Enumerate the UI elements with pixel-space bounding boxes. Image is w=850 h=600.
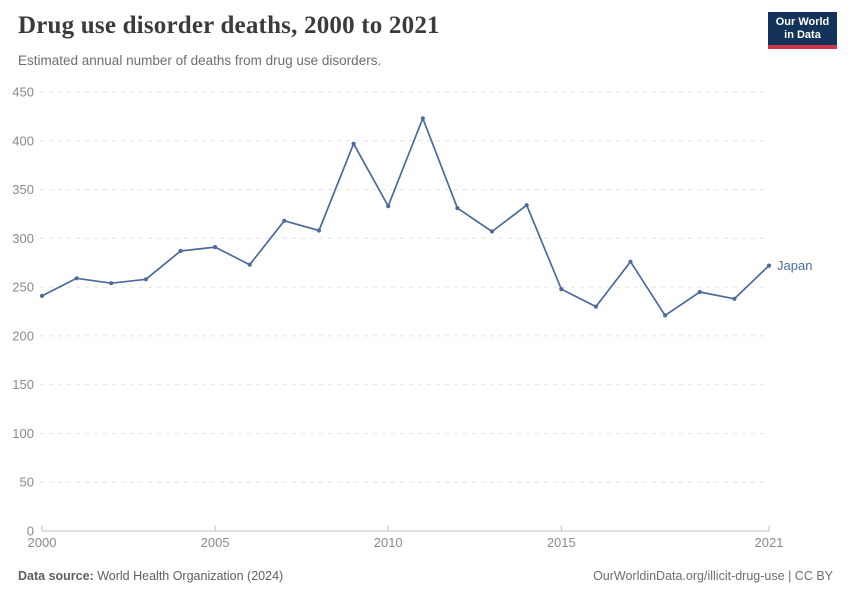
series-end-label[interactable]: Japan xyxy=(777,258,812,273)
page-subtitle: Estimated annual number of deaths from d… xyxy=(18,53,382,68)
x-axis-tick-label: 2000 xyxy=(28,535,57,550)
y-axis-tick-label: 350 xyxy=(12,182,34,197)
x-axis-tick-label: 2005 xyxy=(201,535,230,550)
data-point-marker[interactable] xyxy=(178,248,183,254)
footer-credits: OurWorldinData.org/illicit-drug-use | CC… xyxy=(593,569,833,583)
data-source-label: Data source: xyxy=(18,569,94,583)
owid-logo-line1: Our World xyxy=(775,16,830,28)
y-axis-tick-label: 0 xyxy=(27,524,34,539)
data-point-marker[interactable] xyxy=(593,304,599,309)
data-point-marker[interactable] xyxy=(455,206,460,211)
x-axis-tick-label: 2021 xyxy=(755,535,784,550)
data-point-marker[interactable] xyxy=(247,262,252,267)
data-point-marker[interactable] xyxy=(143,277,148,282)
data-point-marker[interactable] xyxy=(386,204,391,209)
data-point-marker[interactable] xyxy=(351,141,356,146)
chart-plot-area[interactable]: 0 50 100 150 200 250 300 350 400 450 2000 2005 2010 2… xyxy=(0,78,850,558)
data-source-note: Data source: World Health Organization (… xyxy=(18,569,283,583)
data-point-marker[interactable] xyxy=(559,287,564,292)
x-axis-tick-label: 2015 xyxy=(547,535,576,550)
data-point-marker[interactable] xyxy=(282,218,287,223)
data-point-marker[interactable] xyxy=(628,259,633,264)
page-title: Drug use disorder deaths, 2000 to 2021 xyxy=(18,12,440,39)
y-axis-tick-label: 200 xyxy=(12,328,34,343)
y-axis-tick-label: 150 xyxy=(12,377,34,392)
data-point-marker[interactable] xyxy=(213,245,218,250)
y-axis-tick-label: 400 xyxy=(12,133,34,148)
data-point-marker[interactable] xyxy=(39,293,45,298)
data-point-marker[interactable] xyxy=(663,313,668,318)
data-point-marker[interactable] xyxy=(316,228,322,233)
y-axis-tick-label: 100 xyxy=(12,426,34,441)
line-chart: 0 50 100 150 200 250 300 350 400 450 2000 2005 2010 2… xyxy=(0,78,850,558)
data-point-marker[interactable] xyxy=(74,276,79,281)
y-axis-tick-label: 300 xyxy=(12,231,34,246)
owid-logo-line2: in Data xyxy=(784,29,821,41)
data-point-marker[interactable] xyxy=(109,281,114,286)
series-line-japan[interactable] xyxy=(41,117,770,317)
license-badge: CC BY xyxy=(794,569,833,583)
data-point-marker[interactable] xyxy=(420,116,425,121)
data-point-marker[interactable] xyxy=(489,229,495,234)
data-point-marker[interactable] xyxy=(524,203,529,208)
chart-footer: Data source: World Health Organization (… xyxy=(18,569,833,583)
data-point-marker[interactable] xyxy=(732,296,737,301)
data-point-marker[interactable] xyxy=(697,289,702,295)
y-axis-tick-label: 450 xyxy=(12,85,34,100)
owid-url-link[interactable]: OurWorldinData.org/illicit-drug-use xyxy=(593,569,785,583)
footer-separator: | xyxy=(788,569,792,583)
y-axis-tick-label: 50 xyxy=(20,475,34,490)
x-axis-tick-label: 2010 xyxy=(374,535,403,550)
y-axis-tick-label: 250 xyxy=(12,280,34,295)
owid-logo[interactable]: Our World in Data xyxy=(768,12,837,49)
data-point-marker[interactable] xyxy=(766,263,772,268)
data-source-text: World Health Organization (2024) xyxy=(97,569,284,583)
